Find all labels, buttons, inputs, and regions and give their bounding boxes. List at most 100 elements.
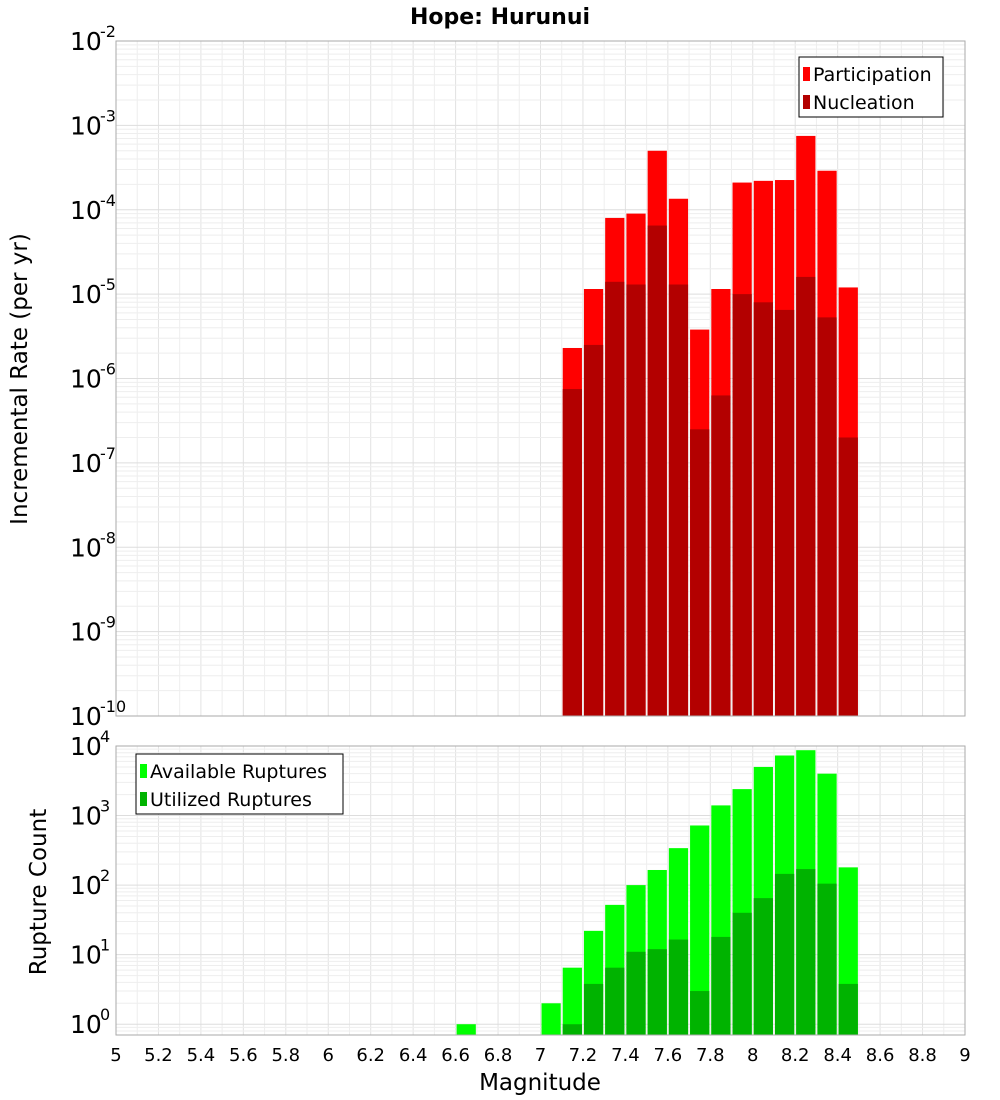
top-y-tick-label: 10	[70, 702, 102, 731]
bottom-y-tick-exponent: 1	[100, 936, 110, 955]
top-legend-swatch	[803, 95, 810, 109]
bottom-bar-b	[711, 936, 731, 1035]
top-y-tick-label: 10	[70, 111, 102, 140]
bottom-y-tick-label: 10	[70, 941, 102, 970]
x-tick-label: 7.8	[696, 1045, 725, 1066]
bottom-legend: Available Ruptures Utilized Ruptures	[135, 753, 344, 815]
bottom-y-tick-label: 10	[70, 1010, 102, 1039]
top-y-tick-label: 10	[70, 618, 102, 647]
bottom-bar-b	[690, 991, 710, 1035]
top-bar-b	[605, 281, 625, 716]
top-bar-b	[817, 317, 837, 716]
bottom-bar-a	[562, 967, 582, 1035]
bottom-legend-swatch	[140, 764, 147, 778]
top-bar-b	[796, 276, 816, 716]
top-y-tick-exponent: -10	[100, 697, 126, 716]
x-tick-label: 7.4	[611, 1045, 640, 1066]
top-y-axis-label: Incremental Rate (per yr)	[7, 233, 33, 525]
top-y-tick-exponent: -8	[100, 528, 116, 547]
top-legend-swatch	[803, 67, 810, 81]
top-bar-b	[732, 294, 752, 716]
top-bar-b	[626, 284, 646, 716]
bottom-legend-swatch	[140, 792, 147, 806]
top-legend: Participation Nucleation	[798, 56, 944, 118]
x-tick-label: 6.4	[399, 1045, 428, 1066]
top-bar-b	[647, 225, 667, 716]
top-y-tick-exponent: -2	[100, 22, 116, 41]
bottom-bar-b	[605, 967, 625, 1035]
bottom-bar-b	[774, 873, 795, 1035]
bottom-bar-a	[456, 1024, 476, 1035]
top-bar-b	[838, 437, 858, 716]
top-y-tick-exponent: -7	[100, 444, 116, 463]
top-y-tick-label: 10	[70, 27, 102, 56]
top-bar-b	[753, 302, 773, 716]
x-tick-label: 5.6	[229, 1045, 258, 1066]
bottom-bar-b	[796, 869, 816, 1035]
top-y-tick-label: 10	[70, 533, 102, 562]
bottom-bar-b	[626, 951, 646, 1035]
bottom-y-tick-label: 10	[70, 871, 102, 900]
x-tick-label: 6.6	[441, 1045, 470, 1066]
top-y-tick-exponent: -5	[100, 275, 116, 294]
top-y-tick-label: 10	[70, 449, 102, 478]
bottom-y-tick-exponent: 2	[100, 866, 110, 885]
top-bar-b	[668, 284, 689, 716]
x-tick-label: 5.8	[271, 1045, 300, 1066]
top-y-tick-label: 10	[70, 280, 102, 309]
bottom-bar-b	[817, 883, 837, 1035]
top-y-tick-exponent: -3	[100, 106, 116, 125]
top-legend-box	[798, 56, 944, 118]
top-bar-b	[774, 309, 795, 716]
top-bar-b	[583, 344, 604, 716]
x-tick-label: 7	[535, 1045, 546, 1066]
top-legend-label: Participation	[813, 64, 932, 86]
x-tick-label: 8.4	[823, 1045, 852, 1066]
bottom-bar-b	[753, 898, 773, 1035]
x-tick-label: 8.8	[908, 1045, 937, 1066]
x-tick-label: 7.2	[569, 1045, 598, 1066]
bottom-y-axis-label: Rupture Count	[26, 809, 52, 975]
top-bar-b	[690, 429, 710, 716]
x-tick-label: 9	[959, 1045, 970, 1066]
top-legend-label: Nucleation	[813, 92, 915, 114]
bottom-y-tick-exponent: 0	[100, 1005, 110, 1024]
x-tick-label: 6.8	[484, 1045, 513, 1066]
bottom-bar-b	[562, 1024, 582, 1035]
bottom-y-tick-label: 10	[70, 732, 102, 761]
top-y-tick-exponent: -9	[100, 613, 116, 632]
x-tick-label: 6.2	[356, 1045, 385, 1066]
bottom-legend-box	[135, 753, 344, 815]
bottom-frame	[115, 745, 966, 1036]
bottom-legend-label: Available Ruptures	[150, 761, 327, 783]
top-bar-b	[711, 395, 731, 716]
top-bar-b	[562, 389, 582, 716]
top-y-tick-label: 10	[70, 365, 102, 394]
x-tick-label: 6	[323, 1045, 334, 1066]
x-tick-label: 5.2	[144, 1045, 173, 1066]
top-y-tick-label: 10	[70, 196, 102, 225]
bottom-bar-a	[690, 825, 710, 1035]
top-frame	[115, 40, 966, 717]
bottom-y-tick-exponent: 4	[100, 727, 110, 746]
bottom-bar-b	[583, 983, 604, 1035]
bottom-legend-label: Utilized Ruptures	[150, 789, 312, 811]
x-tick-label: 5.4	[187, 1045, 216, 1066]
chart-title: Hope: Hurunui	[410, 5, 590, 30]
top-y-tick-exponent: -4	[100, 191, 116, 210]
bottom-bar-b	[732, 912, 752, 1035]
x-tick-label: 5	[110, 1045, 121, 1066]
x-tick-label: 7.6	[654, 1045, 683, 1066]
bottom-bar-b	[838, 983, 858, 1035]
bottom-bar-b	[647, 949, 667, 1035]
top-y-tick-exponent: -6	[100, 360, 116, 379]
bottom-y-tick-label: 10	[70, 802, 102, 831]
bottom-y-tick-exponent: 3	[100, 797, 110, 816]
x-tick-label: 8.6	[866, 1045, 895, 1066]
bottom-bar-b	[668, 939, 689, 1035]
bottom-bar-a	[541, 1003, 561, 1035]
x-axis-label: Magnitude	[479, 1070, 601, 1096]
x-tick-label: 8	[747, 1045, 758, 1066]
